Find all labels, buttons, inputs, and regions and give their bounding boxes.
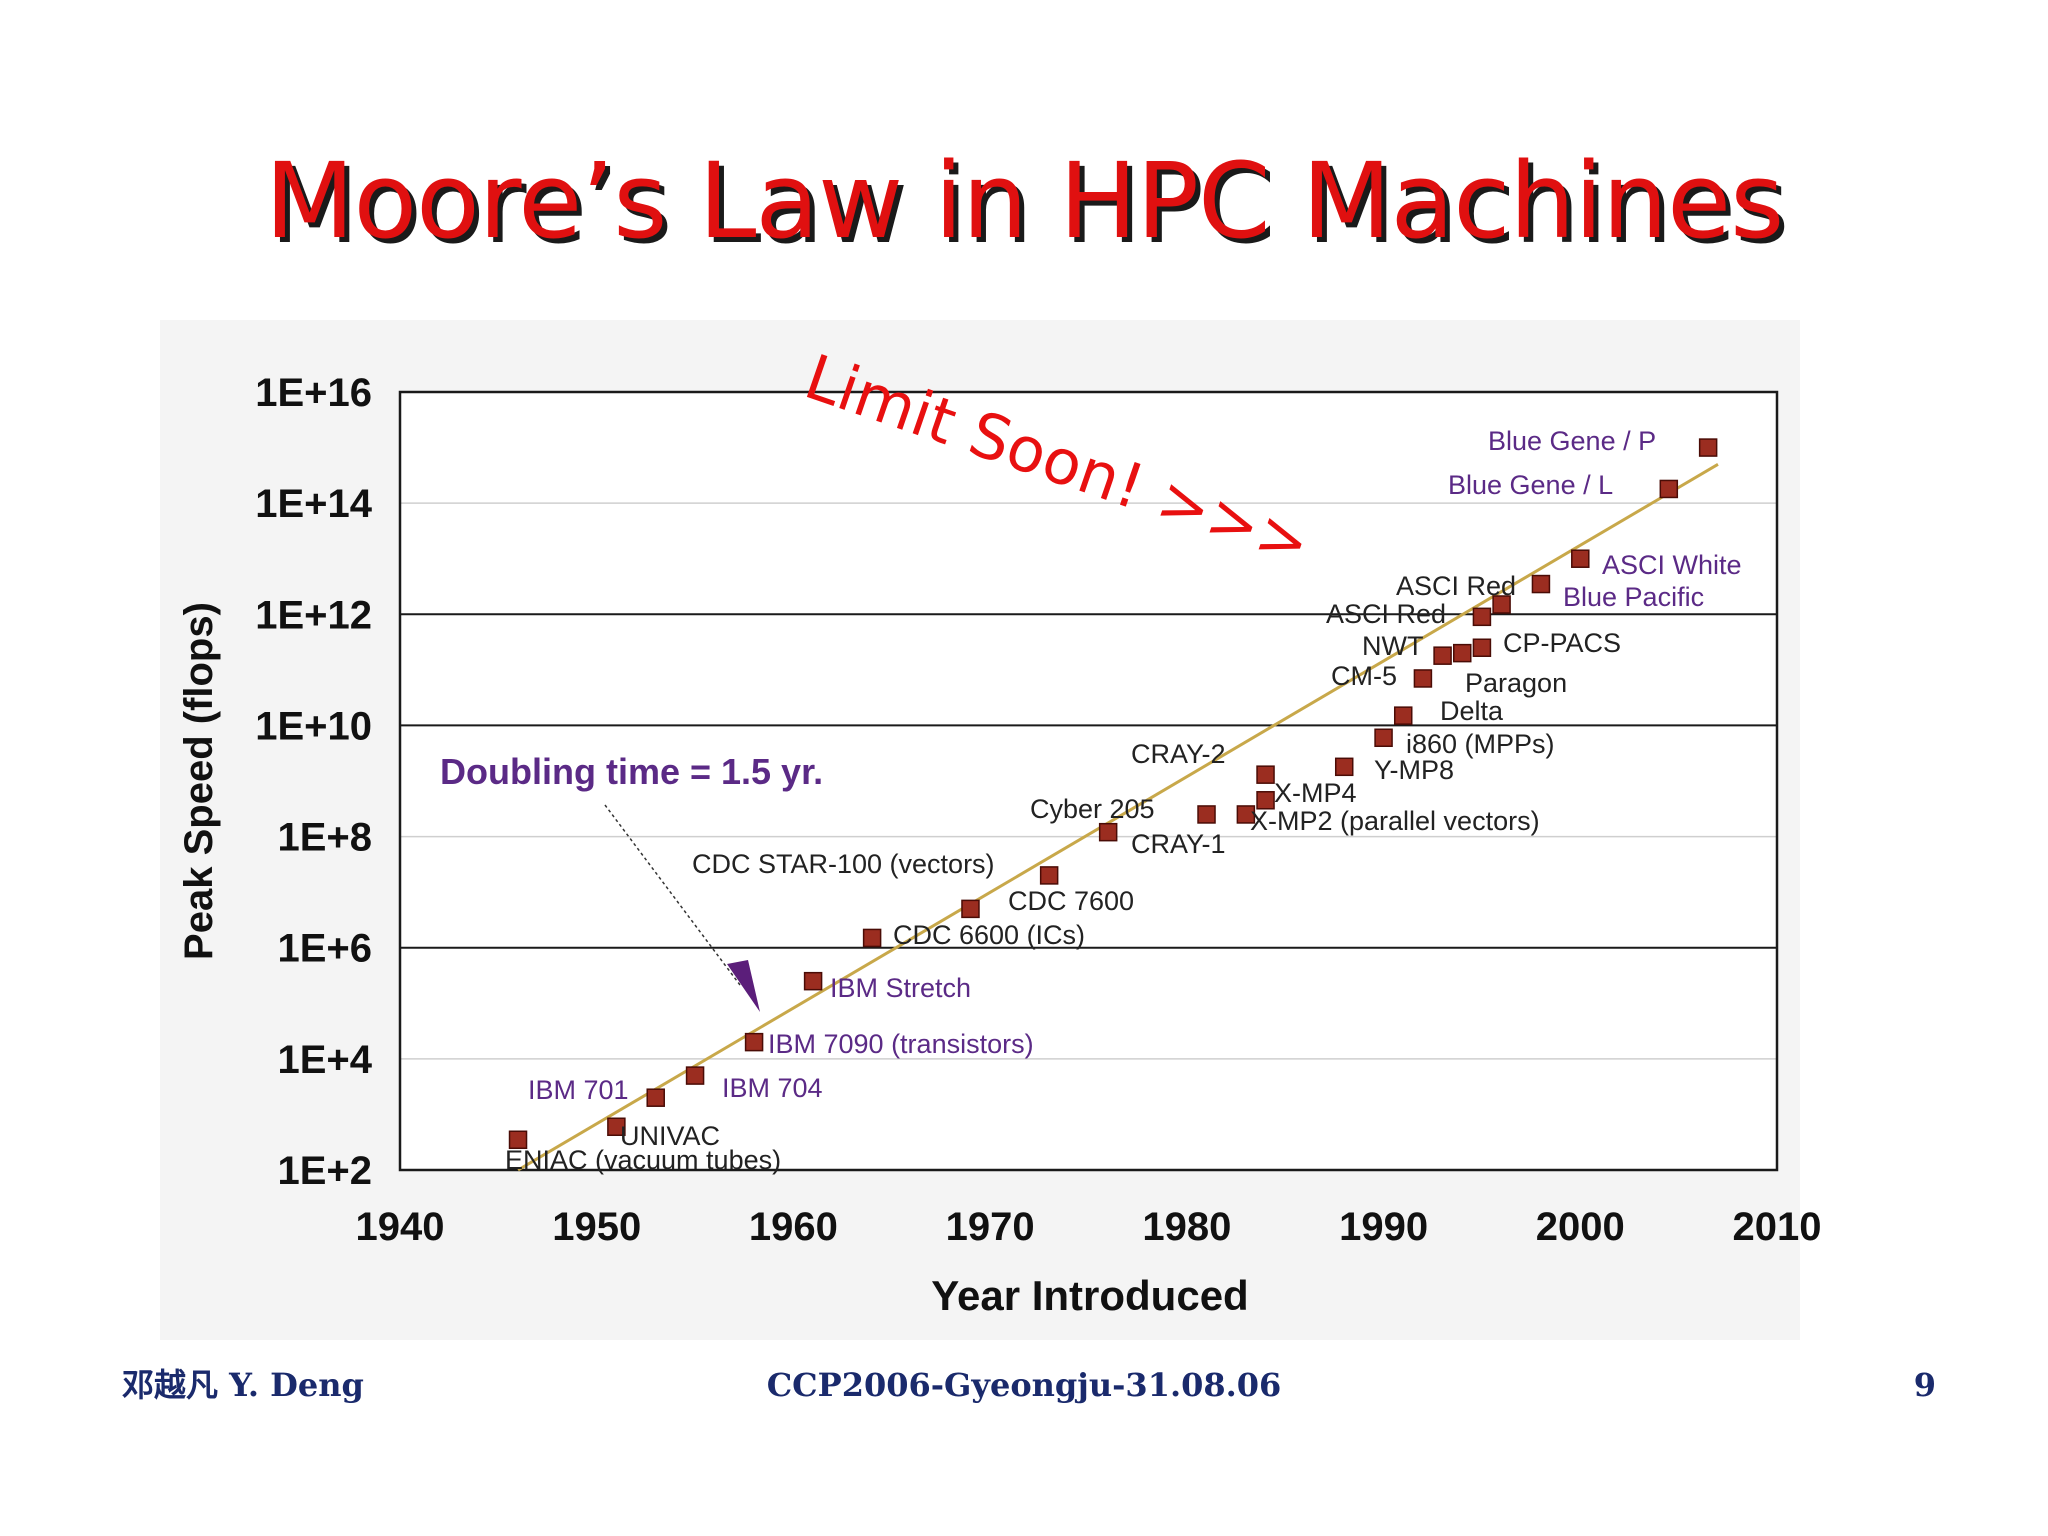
data-label: IBM 7090 (transistors) <box>768 1029 1034 1059</box>
x-tick-label: 1940 <box>356 1205 445 1249</box>
x-axis-title: Year Introduced <box>931 1272 1248 1319</box>
data-point <box>744 1032 764 1052</box>
data-point <box>1571 549 1590 568</box>
data-point <box>1413 669 1433 688</box>
data-point <box>803 971 823 991</box>
data-point <box>646 1088 665 1107</box>
data-label: CDC STAR-100 (vectors) <box>692 849 995 879</box>
data-label: X-MP4 <box>1274 778 1357 808</box>
data-point <box>1334 757 1354 777</box>
x-tick-label: 1990 <box>1339 1205 1428 1249</box>
data-point <box>1393 706 1413 725</box>
data-label: ASCI Red <box>1396 571 1516 601</box>
data-label: CM-5 <box>1331 661 1397 691</box>
trend-line <box>517 463 1719 1172</box>
data-label: ASCI Red <box>1326 599 1446 629</box>
data-point <box>1698 438 1718 457</box>
data-point <box>1236 805 1256 824</box>
x-tick-label: 2000 <box>1536 1205 1625 1249</box>
doubling-time-pointer <box>604 804 741 986</box>
y-tick-label: 1E+6 <box>277 927 372 971</box>
data-label: Blue Pacific <box>1563 582 1704 612</box>
doubling-time-label: Doubling time = 1.5 yr. <box>440 751 823 792</box>
data-point <box>1256 791 1275 810</box>
data-point <box>961 899 980 919</box>
y-tick-label: 1E+12 <box>255 593 372 637</box>
data-point <box>1098 822 1118 842</box>
data-label: NWT <box>1362 631 1423 661</box>
data-label: ENIAC (vacuum tubes) <box>505 1145 781 1175</box>
page-number: 9 <box>1913 1366 1936 1404</box>
data-label: Blue Gene / P <box>1488 426 1656 456</box>
data-point <box>1492 595 1511 614</box>
data-label: CDC 6600 (ICs) <box>893 920 1085 950</box>
y-tick-label: 1E+8 <box>277 816 372 860</box>
data-point <box>1039 866 1059 885</box>
y-tick-label: 1E+10 <box>255 704 372 748</box>
data-point <box>862 928 882 948</box>
data-point <box>1659 479 1679 499</box>
data-label: CRAY-1 <box>1131 829 1226 859</box>
data-label: i860 (MPPs) <box>1406 729 1555 759</box>
slide-title: Moore’s Law in HPC Machines <box>264 140 1785 262</box>
doubling-time-arrowhead <box>727 960 760 1012</box>
data-label: IBM 704 <box>722 1073 823 1103</box>
data-point <box>1197 805 1216 824</box>
data-label: Blue Gene / L <box>1448 470 1613 500</box>
x-tick-label: 1950 <box>552 1205 641 1249</box>
data-label: Y-MP8 <box>1374 755 1454 785</box>
data-label: Delta <box>1440 696 1504 726</box>
data-label: CDC 7600 <box>1008 886 1134 916</box>
x-tick-label: 1970 <box>946 1205 1035 1249</box>
data-label: IBM Stretch <box>830 973 971 1003</box>
data-point <box>607 1117 626 1137</box>
x-tick-label: 2010 <box>1733 1205 1822 1249</box>
footer-conference: CCP2006-Gyeongju-31.08.06 <box>766 1366 1282 1404</box>
y-tick-label: 1E+16 <box>255 371 372 415</box>
data-label: Cyber 205 <box>1030 794 1155 824</box>
data-point <box>1433 646 1452 665</box>
data-label: CRAY-2 <box>1131 739 1226 769</box>
data-point <box>685 1066 705 1085</box>
data-label: CP-PACS <box>1503 628 1621 658</box>
data-label: IBM 701 <box>528 1075 629 1105</box>
data-point <box>508 1130 528 1150</box>
data-point <box>1531 574 1551 594</box>
data-label: ASCI White <box>1602 550 1742 580</box>
data-label: UNIVAC <box>620 1121 720 1151</box>
y-tick-label: 1E+4 <box>277 1038 372 1082</box>
y-tick-label: 1E+14 <box>255 482 373 526</box>
data-label: Paragon <box>1465 668 1567 698</box>
data-point <box>1472 607 1492 627</box>
data-label: X-MP2 (parallel vectors) <box>1250 806 1540 836</box>
y-axis-title: Peak Speed (flops) <box>177 602 221 960</box>
y-tick-label: 1E+2 <box>277 1149 372 1193</box>
plot-area <box>400 392 1777 1170</box>
data-point <box>1472 638 1492 657</box>
plot-border <box>398 390 1779 1172</box>
footer-author: 邓越凡 Y. Deng <box>122 1366 364 1404</box>
x-tick-label: 1980 <box>1142 1205 1231 1249</box>
data-point <box>1374 728 1393 748</box>
x-tick-label: 1960 <box>749 1205 838 1249</box>
data-point <box>1256 765 1275 784</box>
data-point <box>1453 643 1472 663</box>
